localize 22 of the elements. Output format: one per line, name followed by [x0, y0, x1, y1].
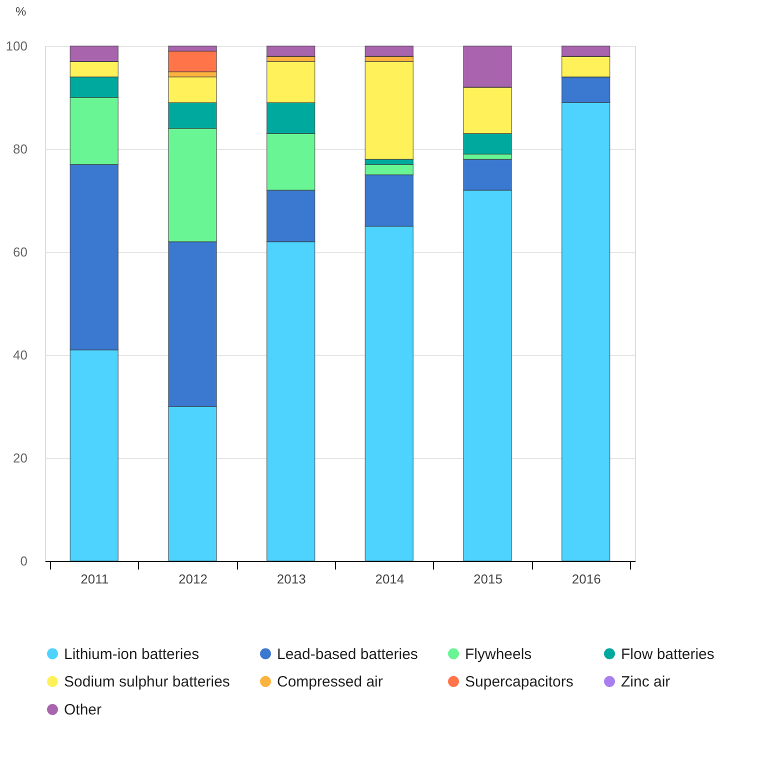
y-tick-label: 60 — [13, 244, 28, 260]
legend-label: Sodium sulphur batteries — [64, 674, 230, 690]
y-tick-label: 20 — [13, 450, 28, 466]
x-tick-label: 2015 — [474, 572, 502, 586]
x-tick-label: 2011 — [80, 572, 109, 586]
legend-label: Flow batteries — [621, 646, 714, 663]
x-tick-label: 2016 — [572, 572, 601, 586]
y-axis-title: % — [16, 4, 26, 18]
legend-label: Lithium-ion batteries — [64, 646, 200, 663]
y-tick-label: 100 — [6, 38, 28, 54]
x-tick-label: 2012 — [178, 572, 208, 586]
legend-label: Supercapacitors — [465, 674, 574, 690]
legend-label: Compressed air — [277, 674, 383, 690]
legend-label: Zinc air — [621, 674, 670, 690]
legend-label: Lead-based batteries — [277, 646, 418, 663]
x-tick-label: 2013 — [276, 572, 306, 586]
y-tick-label: 40 — [13, 348, 28, 362]
legend-label: Flywheels — [465, 646, 532, 663]
x-tick-label: 2014 — [375, 572, 404, 586]
legend-label: Other — [64, 702, 102, 718]
y-tick-label: 80 — [13, 142, 28, 156]
y-tick-label: 0 — [20, 554, 28, 568]
